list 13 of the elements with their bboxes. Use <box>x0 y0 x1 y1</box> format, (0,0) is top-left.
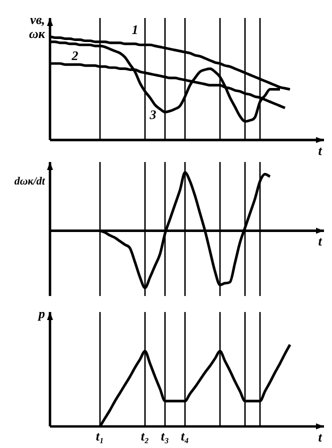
y-axis-title: vв, ωк <box>29 12 46 41</box>
x-axis-title: t <box>318 234 322 249</box>
x-tick-label: t₄ <box>180 428 190 444</box>
x-tick-label: t₁ <box>96 428 104 444</box>
x-axis-title: t <box>318 429 322 444</box>
x-tick-label: t₂ <box>140 428 150 444</box>
y-axis-title: dωк/dt <box>14 175 46 188</box>
series-label: 1 <box>132 22 138 38</box>
series-label: 2 <box>70 48 79 63</box>
x-tick-label: t₃ <box>160 428 170 444</box>
series-label: 3 <box>148 106 157 122</box>
y-axis-title: p <box>38 306 46 321</box>
x-axis-title: t <box>318 142 322 158</box>
